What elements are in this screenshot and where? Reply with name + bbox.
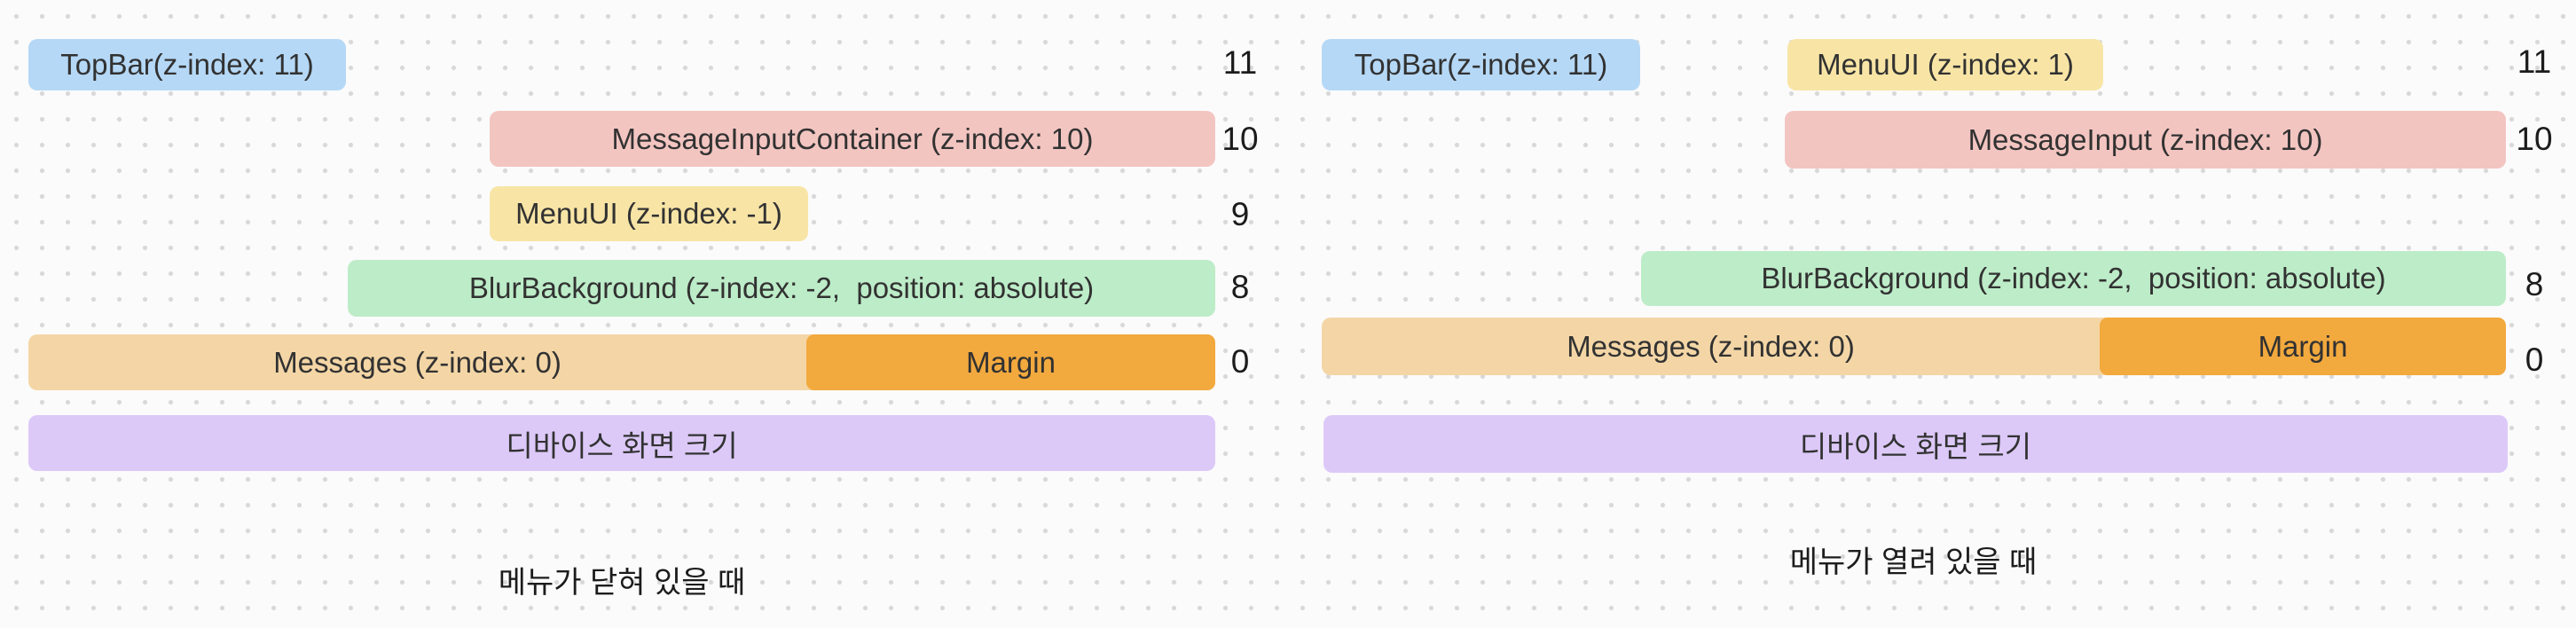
message-input-bar: MessageInput (z-index: 10) xyxy=(1785,111,2506,169)
device-screen-bar: 디바이스 화면 크기 xyxy=(28,415,1215,471)
diagram-caption: 메뉴가 닫혀 있을 때 xyxy=(498,566,746,600)
diagram-caption: 메뉴가 열려 있을 때 xyxy=(1789,546,2038,579)
blur-background-bar: BlurBackground (z-index: -2, position: a… xyxy=(348,260,1215,317)
z-order-number: 8 xyxy=(1230,269,1250,305)
z-order-number: 0 xyxy=(1230,343,1250,380)
z-order-number: 10 xyxy=(1221,121,1259,157)
blur-background-label: BlurBackground (z-index: -2, position: a… xyxy=(1761,262,2386,294)
margin-label: Margin xyxy=(966,345,1056,379)
device-screen-label: 디바이스 화면 크기 xyxy=(506,428,738,462)
menu-ui-bar: MenuUI (z-index: -1) xyxy=(490,186,808,241)
z-order-number: 11 xyxy=(1222,44,1258,81)
message-input-container-bar: MessageInputContainer (z-index: 10) xyxy=(490,111,1215,167)
message-input-container-label: MessageInputContainer (z-index: 10) xyxy=(611,122,1094,155)
menu-ui-label: MenuUI (z-index: -1) xyxy=(515,197,782,230)
z-order-number: 10 xyxy=(2516,121,2553,157)
margin-bar: Margin xyxy=(806,334,1215,390)
z-order-number: 9 xyxy=(1230,196,1250,232)
topbar-bar: TopBar(z-index: 11) xyxy=(28,39,346,90)
menu-ui-bar: MenuUI (z-index: 1) xyxy=(1787,39,2103,90)
device-screen-bar: 디바이스 화면 크기 xyxy=(1323,415,2508,473)
device-screen-label: 디바이스 화면 크기 xyxy=(1799,429,2032,463)
topbar-bar: TopBar(z-index: 11) xyxy=(1322,39,1640,90)
message-input-label: MessageInput (z-index: 10) xyxy=(1967,122,2323,156)
blur-background-label: BlurBackground (z-index: -2, position: a… xyxy=(468,271,1095,304)
margin-label: Margin xyxy=(2258,329,2348,363)
z-order-number: 0 xyxy=(2525,341,2544,378)
z-order-number: 11 xyxy=(2517,43,2552,80)
menu-ui-label: MenuUI (z-index: 1) xyxy=(1817,48,2074,81)
margin-bar: Margin xyxy=(2100,318,2506,375)
topbar-label: TopBar(z-index: 11) xyxy=(60,48,314,81)
z-order-number: 8 xyxy=(2525,266,2544,302)
blur-background-bar: BlurBackground (z-index: -2, position: a… xyxy=(1641,251,2506,306)
topbar-label: TopBar(z-index: 11) xyxy=(1354,48,1608,81)
